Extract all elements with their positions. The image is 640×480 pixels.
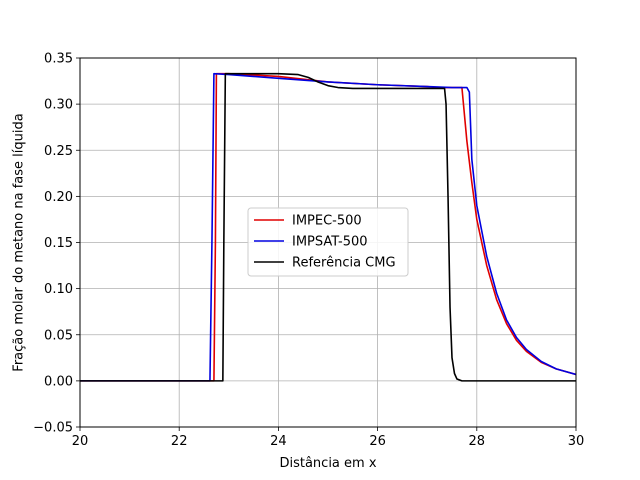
series-line-impsat-500: [80, 72, 576, 382]
y-tick-label: 0.05: [44, 328, 73, 343]
series-group: [80, 72, 576, 382]
x-tick-label: 24: [270, 434, 287, 449]
y-tick-label: 0.25: [44, 144, 73, 159]
y-tick-label: 0.30: [44, 98, 73, 113]
y-tick-label: 0.00: [44, 374, 73, 389]
legend-box: [247, 207, 409, 277]
legend: IMPEC-500 IMPSAT-500 Referência CMG: [247, 207, 409, 277]
y-tick-label: 0.10: [44, 282, 73, 297]
series-line-refer-ncia-cmg: [80, 72, 576, 382]
legend-label: IMPSAT-500: [292, 235, 368, 250]
legend-label: IMPEC-500: [292, 214, 362, 229]
x-tick-label: 20: [72, 434, 89, 449]
y-tick-label: 0.15: [44, 236, 73, 251]
x-tick-label: 22: [171, 434, 188, 449]
legend-label: Referência CMG: [292, 256, 396, 271]
x-tick-label: 28: [469, 434, 486, 449]
y-tick-label: 0.35: [44, 52, 73, 67]
y-axis-label: Fração molar do metano na fase líquida: [12, 113, 27, 371]
x-axis-label: Distância em x: [279, 456, 376, 471]
x-tick-label: 26: [369, 434, 386, 449]
y-tick-label: 0.20: [44, 190, 73, 205]
x-tick-label: 30: [568, 434, 585, 449]
axis-ticks: 20 22 24 26 28 30 −0.05 0.00 0.05 0.10 0.15 0.20 0.2…: [33, 52, 584, 450]
y-tick-label: −0.05: [33, 421, 73, 436]
